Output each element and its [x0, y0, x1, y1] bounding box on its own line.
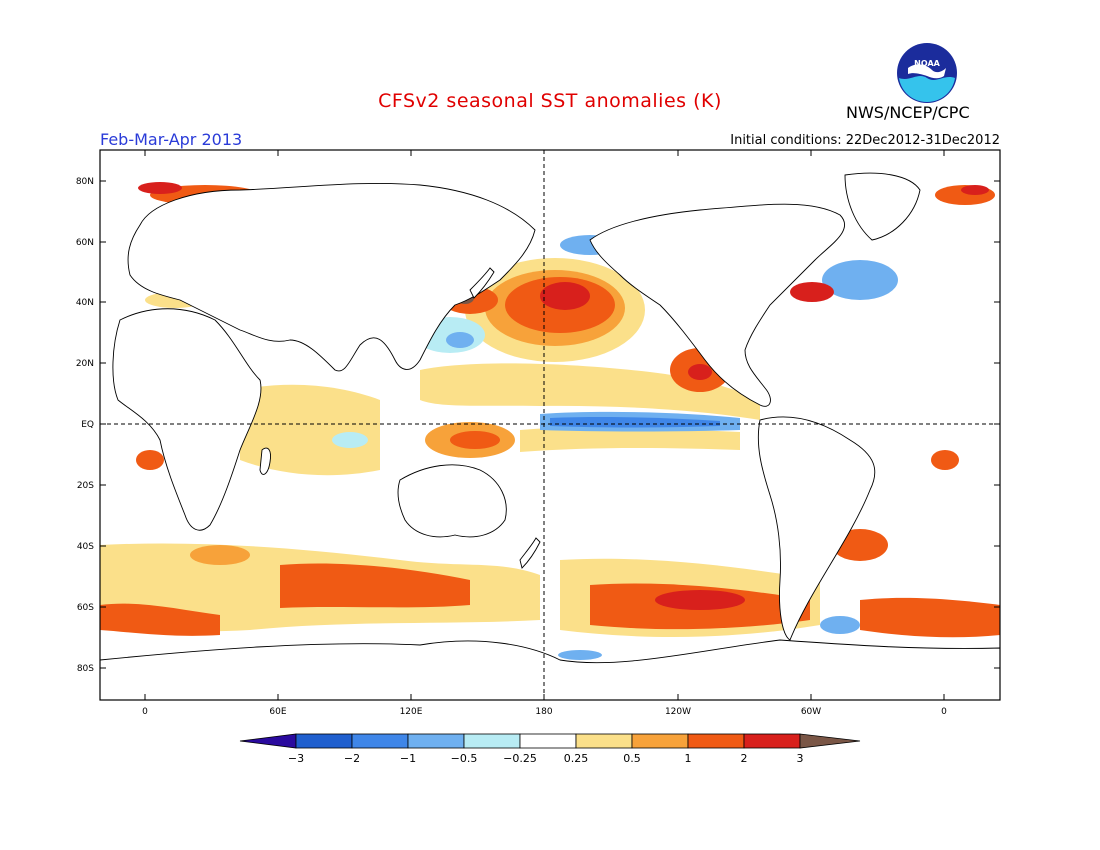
lat-label-40s: 40S: [77, 542, 94, 552]
lat-label-20n: 20N: [76, 359, 94, 369]
north-america: [589, 203, 846, 407]
colorbar-label: −0.25: [503, 752, 537, 765]
africa: [112, 308, 262, 531]
colorbar-label: 2: [741, 752, 748, 765]
madagascar: [259, 447, 271, 475]
colorbar-low-triangle: [239, 733, 297, 749]
chart-title: CFSv2 seasonal SST anomalies (K): [378, 90, 722, 112]
anomaly-shading: [100, 182, 1000, 660]
greenland: [844, 172, 921, 241]
land-masses: [100, 172, 1000, 700]
lat-label-60s: 60S: [77, 603, 94, 613]
season-label: Feb-Mar-Apr 2013: [100, 130, 243, 149]
colorbar-label: 0.25: [564, 752, 589, 765]
lon-label-120w: 120W: [665, 707, 691, 717]
japan: [469, 267, 495, 299]
map-frame: [99, 149, 1001, 701]
initial-conditions-label: Initial conditions: 22Dec2012-31Dec2012: [730, 133, 1000, 148]
colorbar-swatch-neg3: [295, 733, 353, 749]
longitude-axis: 0 60E 120E 180 120W 60W 0: [142, 150, 947, 717]
eurasia: [127, 182, 536, 372]
australia: [397, 464, 507, 538]
colorbar-label: −1: [400, 752, 416, 765]
lon-label-120e: 120E: [400, 707, 423, 717]
colorbar-swatch-pos025: [575, 733, 633, 749]
lon-label-60w: 60W: [801, 707, 821, 717]
colorbar-swatch-pos1: [687, 733, 745, 749]
colorbar-label: −2: [344, 752, 360, 765]
new-zealand: [519, 537, 541, 569]
colorbar-label: 0.5: [623, 752, 641, 765]
lat-label-20s: 20S: [77, 481, 94, 491]
lon-label-0-right: 0: [941, 707, 947, 717]
noaa-logo-icon: NOAA: [897, 43, 957, 103]
lat-label-eq: EQ: [81, 420, 94, 430]
agency-label: NWS/NCEP/CPC: [846, 103, 970, 122]
colorbar-label: −0.5: [451, 752, 478, 765]
south-america: [757, 416, 876, 641]
latitude-axis: 80N 60N 40N 20N EQ 20S 40S 60S 80S: [76, 177, 1000, 674]
colorbar-swatch-pos05: [631, 733, 689, 749]
noaa-logo-text: NOAA: [914, 59, 940, 68]
antarctica: [100, 639, 1000, 700]
lon-label-60e: 60E: [269, 707, 286, 717]
colorbar-label: 1: [685, 752, 692, 765]
colorbar-swatch-neg1: [407, 733, 465, 749]
colorbar-high-triangle: [799, 733, 861, 749]
colorbar-label: −3: [288, 752, 304, 765]
colorbar: [239, 733, 861, 749]
lat-label-80n: 80N: [76, 177, 94, 187]
colorbar-swatch-zero: [519, 733, 577, 749]
lat-label-60n: 60N: [76, 238, 94, 248]
lat-label-40n: 40N: [76, 298, 94, 308]
colorbar-labels: −3 −2 −1 −0.5 −0.25 0.25 0.5 1 2 3: [288, 752, 804, 765]
lon-label-0-left: 0: [142, 707, 148, 717]
lat-label-80s: 80S: [77, 664, 94, 674]
colorbar-swatch-pos2: [743, 733, 801, 749]
colorbar-swatch-neg2: [351, 733, 409, 749]
colorbar-label: 3: [797, 752, 804, 765]
colorbar-swatch-neg05: [463, 733, 521, 749]
lon-label-180: 180: [535, 707, 552, 717]
